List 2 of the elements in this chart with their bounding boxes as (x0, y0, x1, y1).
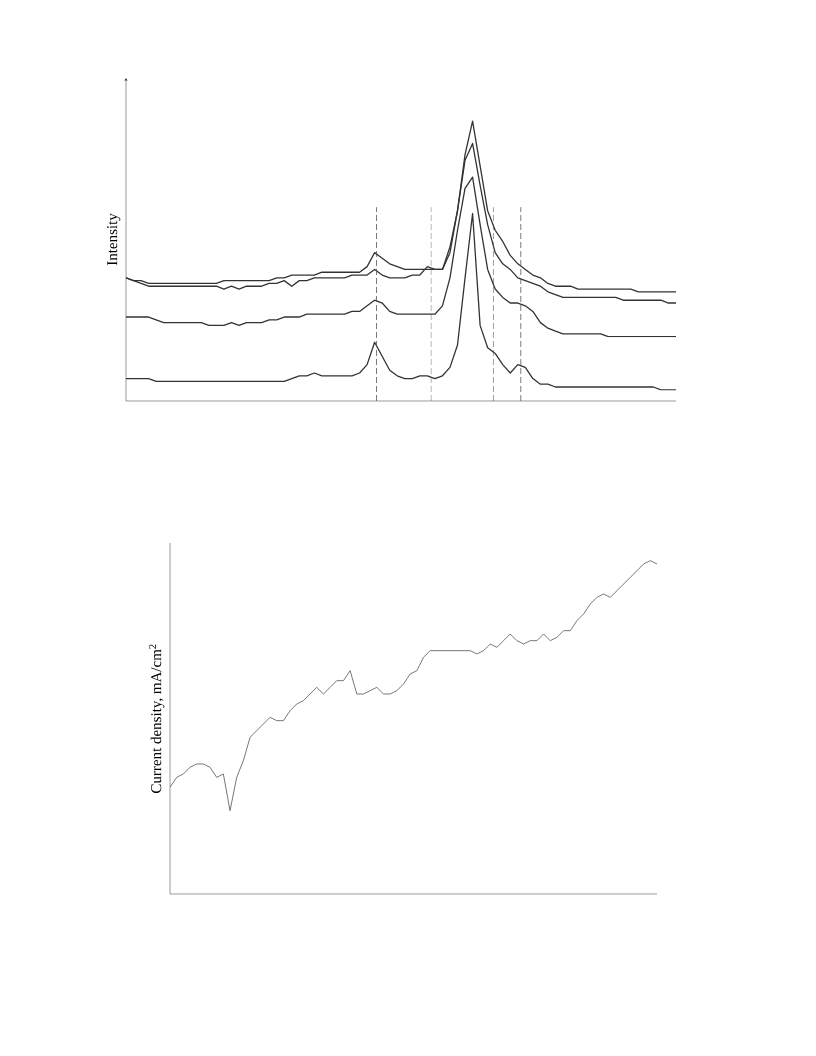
y-axis-title: Intensity (107, 213, 121, 266)
y-axis-title: Current density, mA/cm$^{2}$ (148, 644, 165, 793)
